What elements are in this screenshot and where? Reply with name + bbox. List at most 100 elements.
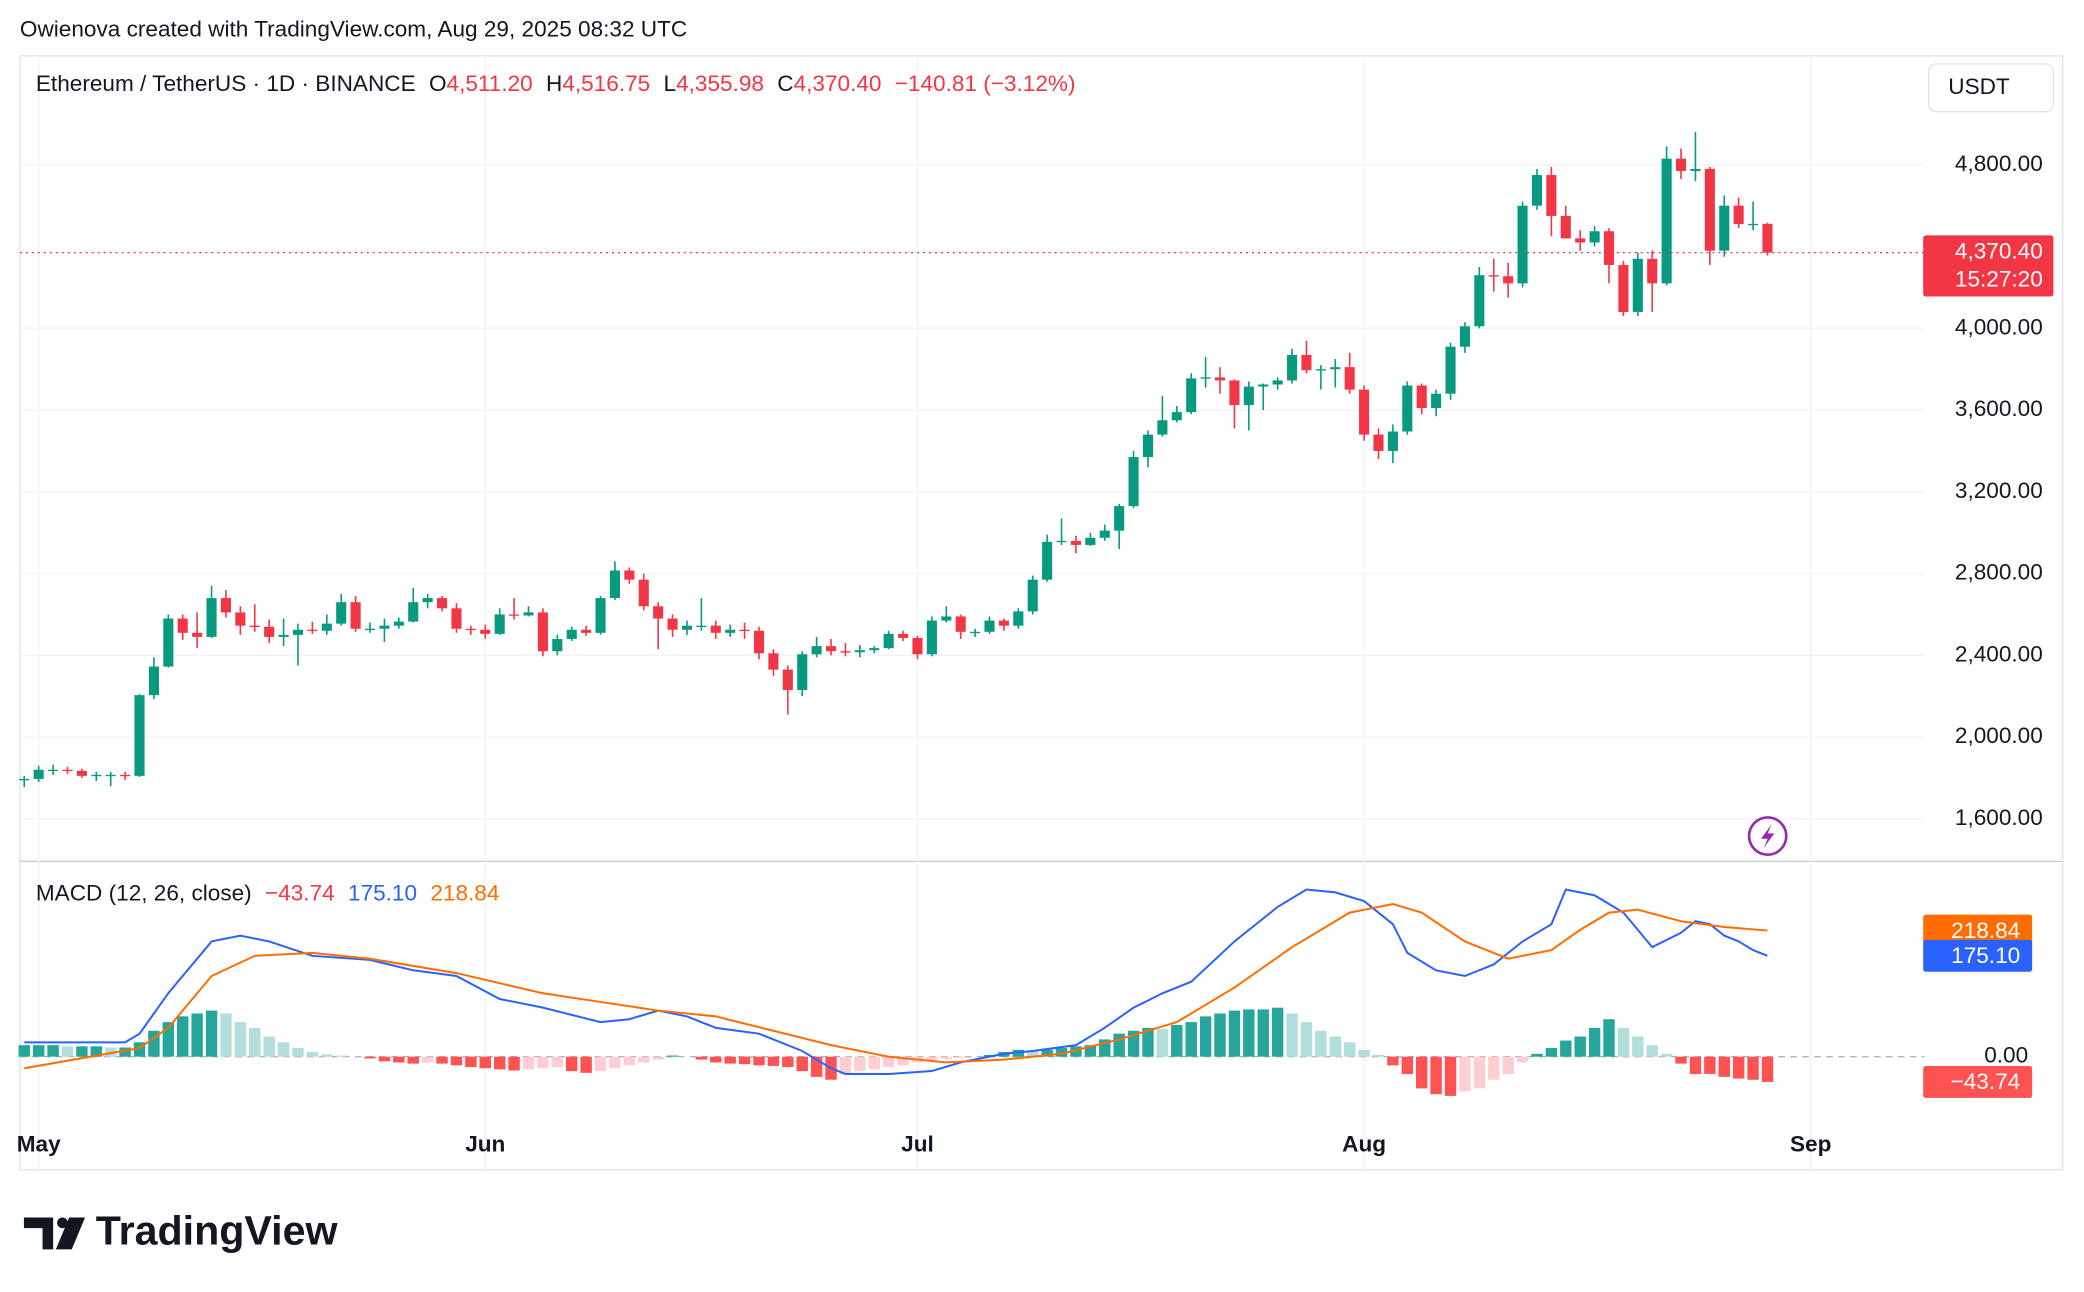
logo-dot xyxy=(57,1217,68,1229)
candle-body xyxy=(336,602,347,624)
macd-histogram-bar xyxy=(1689,1056,1702,1074)
macd-hist-value: −43.74 xyxy=(265,881,335,906)
candle-body xyxy=(148,666,159,696)
h-label: H xyxy=(546,71,562,96)
candle-body xyxy=(725,629,736,633)
macd-histogram-bar xyxy=(177,1016,189,1057)
macd-histogram-bar xyxy=(1632,1036,1644,1057)
candle-body xyxy=(235,612,246,626)
macd-histogram-bar xyxy=(1027,1050,1039,1057)
macd-histogram-bar xyxy=(18,1045,30,1057)
logo-text: TradingView xyxy=(96,1207,339,1253)
currency-button[interactable] xyxy=(1927,63,2055,113)
candle-body xyxy=(854,650,865,653)
macd-histogram-bar xyxy=(1084,1045,1097,1057)
candle-body xyxy=(264,626,275,637)
c-value: 4,370.40 xyxy=(794,71,882,96)
macd-histogram-bar xyxy=(1516,1056,1529,1063)
candle-body xyxy=(1733,205,1744,225)
candle-body xyxy=(163,618,174,667)
macd-histogram-bar xyxy=(1185,1022,1197,1057)
macd-histogram-bar xyxy=(1732,1056,1745,1079)
macd-histogram-bar xyxy=(234,1022,247,1057)
macd-line xyxy=(24,888,1768,1075)
candle-body xyxy=(768,653,779,670)
candle-body xyxy=(1647,258,1658,284)
candle-body xyxy=(1258,384,1269,387)
candle-body xyxy=(638,579,649,607)
macd-histogram-bar xyxy=(493,1056,506,1070)
macd-histogram-bar xyxy=(119,1047,131,1057)
candle-body xyxy=(595,598,606,633)
candle-body xyxy=(1459,326,1470,347)
candle-body xyxy=(1445,346,1456,394)
candle-body xyxy=(1027,579,1038,612)
macd-histogram-bar xyxy=(1315,1030,1327,1057)
candle-body xyxy=(1618,264,1629,312)
candle-body xyxy=(91,774,102,777)
l-label: L xyxy=(664,71,677,96)
macd-histogram-bar xyxy=(609,1056,621,1069)
macd-histogram-bar xyxy=(1070,1046,1082,1057)
candle-body xyxy=(422,598,433,603)
logo-slash xyxy=(55,1217,86,1250)
y-tick-label: 2,400.00 xyxy=(1955,641,2043,666)
candle-body xyxy=(1402,385,1413,432)
macd-histogram-bar xyxy=(1343,1042,1356,1057)
macd-histogram-bar xyxy=(1761,1056,1774,1082)
candle-body xyxy=(811,646,822,655)
macd-histogram-bar xyxy=(436,1056,448,1064)
macd-histogram-bar xyxy=(580,1056,592,1073)
macd-histogram-bar xyxy=(277,1042,290,1057)
candle-body xyxy=(1272,380,1283,385)
candle-body xyxy=(1128,457,1139,507)
candle-body xyxy=(566,629,577,639)
candle-body xyxy=(970,631,981,634)
macd-histogram-bar xyxy=(1127,1030,1140,1057)
candle-body xyxy=(1287,354,1298,381)
macd-histogram-bar xyxy=(335,1055,347,1057)
macd-histogram-bar xyxy=(1113,1033,1125,1057)
candle-body xyxy=(1359,389,1370,435)
lightning-icon[interactable] xyxy=(1747,816,1788,856)
candle-body xyxy=(1431,393,1442,409)
macd-tag xyxy=(1923,939,2033,972)
macd-histogram-bar xyxy=(1199,1016,1212,1057)
macd-histogram-bar xyxy=(1704,1056,1716,1074)
macd-histogram-bar xyxy=(378,1056,391,1062)
macd-histogram-bar xyxy=(1415,1056,1428,1089)
candle-body xyxy=(1085,537,1096,545)
candle-body xyxy=(1762,223,1773,253)
y-tick-label: 3,600.00 xyxy=(1955,396,2043,421)
candle-body xyxy=(134,695,145,776)
logo-mark xyxy=(23,1217,54,1250)
macd-histogram-bar xyxy=(666,1055,679,1057)
candle-body xyxy=(825,646,837,652)
macd-histogram-bar xyxy=(767,1056,780,1066)
candle-body xyxy=(1719,205,1730,251)
candle-body xyxy=(350,602,361,629)
candle-body xyxy=(1748,223,1759,226)
candle-body xyxy=(1056,540,1067,543)
macd-histogram-bar xyxy=(1156,1029,1169,1057)
candle-body xyxy=(1560,215,1571,239)
candle-body xyxy=(1301,354,1312,371)
logo xyxy=(23,1217,86,1250)
candle-body xyxy=(393,621,404,626)
candle-body xyxy=(667,618,678,630)
macd-histogram-bar xyxy=(1257,1009,1269,1057)
macd-histogram-bar xyxy=(321,1054,333,1057)
candle-body xyxy=(1531,175,1543,206)
candle-body xyxy=(1632,258,1643,312)
attribution: Owienova created with TradingView.com, A… xyxy=(20,17,687,42)
countdown: 15:27:20 xyxy=(1955,266,2043,291)
candle-body xyxy=(1330,367,1341,370)
macd-histogram-bar xyxy=(1747,1056,1759,1080)
macd-histogram-bar xyxy=(710,1056,722,1063)
macd-histogram-bar xyxy=(220,1013,232,1057)
candle-body xyxy=(249,625,260,628)
macd-histogram-bar xyxy=(868,1056,880,1070)
macd-histogram-bar xyxy=(1329,1036,1341,1057)
